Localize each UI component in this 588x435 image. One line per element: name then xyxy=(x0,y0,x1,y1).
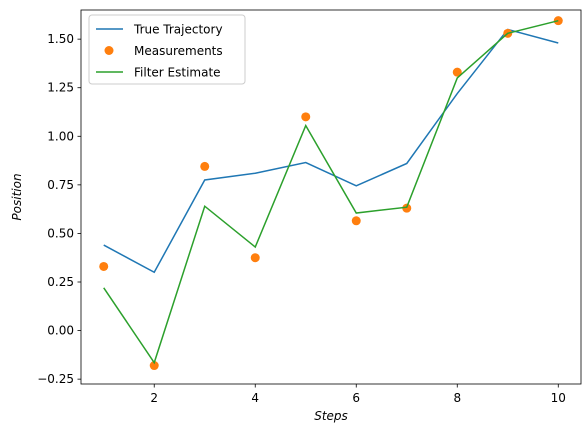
series-2 xyxy=(103,19,559,365)
series-0 xyxy=(103,28,559,274)
y-tick-label-0: −0.25 xyxy=(37,372,74,386)
measurement-point-1 xyxy=(99,261,109,271)
x-tick-label-4: 4 xyxy=(251,391,259,405)
x-tick-label-6: 6 xyxy=(352,391,360,405)
legend-box xyxy=(88,14,246,85)
measurement-point-4 xyxy=(250,253,260,263)
legend: True Trajectory Measurements Filter Estima… xyxy=(88,14,246,85)
x-tick-label-8: 8 xyxy=(453,391,461,405)
legend-label-2: Filter Estimate xyxy=(134,66,221,80)
series-line-2 xyxy=(103,19,559,365)
legend-swatch-1 xyxy=(104,46,114,55)
y-tick-label-5: 1.00 xyxy=(47,129,74,143)
y-tick-label-1: 0.00 xyxy=(47,324,74,338)
measurement-point-2 xyxy=(149,361,159,371)
y-tick-label-4: 0.75 xyxy=(47,178,74,192)
ticks-layer: 2 4 6 8 10 −0.25 0.00 0.25 0.50 0.75 1.00 1.25 1.50 xyxy=(37,32,566,405)
measurement-point-6 xyxy=(351,216,361,226)
y-tick-label-2: 0.25 xyxy=(47,275,74,289)
series-line-0 xyxy=(103,28,559,274)
x-tick-label-10: 10 xyxy=(551,391,566,405)
series-layer xyxy=(99,16,563,371)
y-tick-label-3: 0.50 xyxy=(47,226,74,240)
y-tick-label-7: 1.50 xyxy=(47,32,74,46)
legend-label-0: True Trajectory xyxy=(133,23,223,37)
measurement-point-7 xyxy=(402,203,412,213)
measurement-point-3 xyxy=(200,161,210,171)
legend-label-1: Measurements xyxy=(134,44,223,58)
measurement-point-8 xyxy=(452,67,462,77)
y-tick-label-6: 1.25 xyxy=(47,81,74,95)
measurement-point-5 xyxy=(301,112,311,122)
y-axis-label: Position xyxy=(10,173,24,220)
x-axis-label: Steps xyxy=(314,409,348,423)
series-1 xyxy=(99,16,563,371)
x-tick-label-2: 2 xyxy=(150,391,158,405)
plot-frame xyxy=(80,9,582,385)
